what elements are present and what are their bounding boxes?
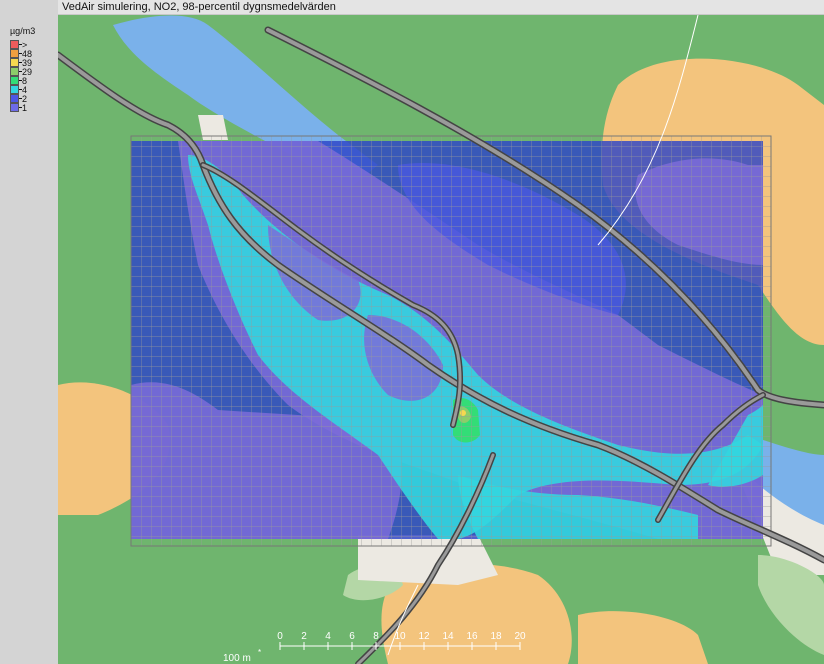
local-road xyxy=(656,393,765,522)
legend-swatch xyxy=(10,49,19,58)
legend-tick xyxy=(19,89,22,90)
built-area xyxy=(358,535,498,585)
legend-swatch xyxy=(10,94,19,103)
scale-tick-label: 16 xyxy=(466,631,478,642)
map-title: VedAir simulering, NO2, 98-percentil dyg… xyxy=(62,1,336,13)
legend-swatch xyxy=(10,58,19,67)
map-svg: 0 2 4 6 8 10 12 14 16 18 20 100 m * xyxy=(58,15,824,664)
scale-tick-label: 20 xyxy=(514,631,526,642)
legend-swatch xyxy=(10,76,19,85)
legend-label: 29 xyxy=(22,67,33,77)
scale-tick-label: 2 xyxy=(301,631,307,642)
open-land-area xyxy=(381,563,572,664)
map-canvas[interactable]: 0 2 4 6 8 10 12 14 16 18 20 100 m * xyxy=(58,15,824,664)
path-line xyxy=(387,584,419,656)
path-line xyxy=(597,15,699,246)
main-road xyxy=(58,53,824,562)
legend-swatch xyxy=(10,40,19,49)
local-road xyxy=(356,453,495,664)
legend-label: 4 xyxy=(22,85,28,95)
field-area xyxy=(758,555,824,655)
legend-tick xyxy=(19,80,22,81)
legend-label: 48 xyxy=(22,49,33,59)
open-land-area xyxy=(578,611,708,664)
legend-tick xyxy=(19,71,22,72)
scale-bar: 0 2 4 6 8 10 12 14 16 18 20 100 m * xyxy=(223,631,526,664)
legend-tick xyxy=(19,98,22,99)
scale-tick-label: 14 xyxy=(442,631,454,642)
legend-tick xyxy=(19,44,22,45)
legend-panel: µg/m3 >48 39 29 8 4 2 1 xyxy=(0,0,58,664)
legend-tick xyxy=(19,53,22,54)
legend-label: 39 xyxy=(22,58,33,68)
scale-tick-label: 6 xyxy=(349,631,355,642)
local-road xyxy=(201,163,462,427)
legend-swatch xyxy=(10,67,19,76)
scale-tick-label: 8 xyxy=(373,631,379,642)
scale-tick-label: 12 xyxy=(418,631,430,642)
scale-unit-asterisk: * xyxy=(258,648,261,657)
legend-swatch xyxy=(10,103,19,112)
legend-label: > xyxy=(22,40,28,50)
title-bar: VedAir simulering, NO2, 98-percentil dyg… xyxy=(58,0,824,15)
legend-label: 2 xyxy=(22,94,28,104)
legend-unit: µg/m3 xyxy=(10,26,36,36)
scale-tick-label: 18 xyxy=(490,631,502,642)
built-area xyxy=(198,115,228,140)
legend-label: 1 xyxy=(22,103,28,113)
scale-tick-label: 0 xyxy=(277,631,283,642)
legend-label: 8 xyxy=(22,76,28,86)
legend-tick xyxy=(19,62,22,63)
scale-tick-label: 4 xyxy=(325,631,331,642)
legend-swatch xyxy=(10,85,19,94)
legend-tick xyxy=(19,107,22,108)
scale-unit-label: 100 m xyxy=(223,653,251,664)
scale-tick-label: 10 xyxy=(394,631,406,642)
